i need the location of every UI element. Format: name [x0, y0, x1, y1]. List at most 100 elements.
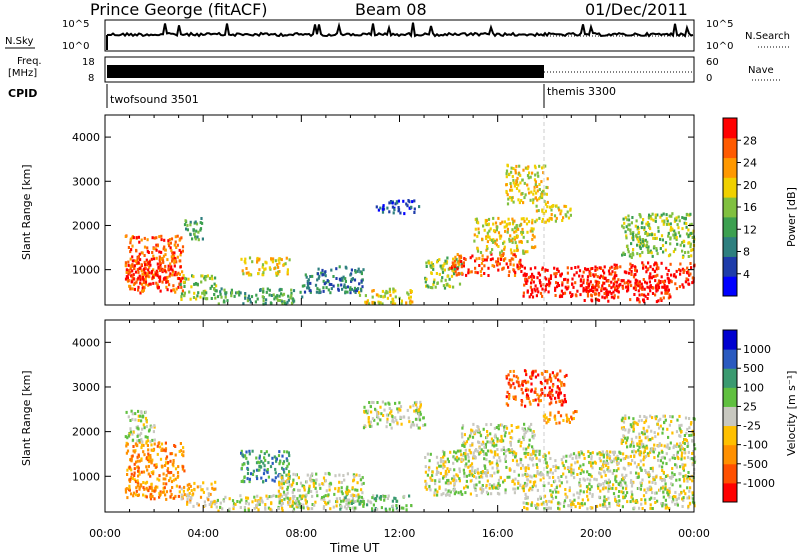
range-cell [589, 452, 592, 455]
range-cell [379, 418, 382, 422]
range-cell [654, 501, 657, 504]
range-cell [689, 262, 692, 265]
range-cell [140, 446, 143, 450]
range-cell [144, 271, 147, 275]
range-cell [281, 466, 284, 470]
range-cell [356, 481, 359, 485]
range-cell [350, 502, 353, 505]
range-cell [591, 466, 594, 470]
range-cell [591, 286, 594, 289]
range-cell [596, 452, 599, 456]
range-cell [245, 271, 248, 275]
range-cell [642, 298, 645, 302]
mode-label-twofsound: twofsound 3501 [110, 93, 199, 106]
range-cell [205, 291, 208, 295]
range-cell [174, 477, 177, 481]
range-cell [130, 409, 133, 413]
range-cell [583, 502, 586, 506]
range-cell [193, 232, 196, 236]
range-cell [668, 487, 671, 490]
range-cell [128, 484, 131, 488]
range-cell [178, 490, 181, 494]
range-cell [159, 263, 162, 267]
range-cell [295, 504, 298, 508]
range-cell [458, 479, 461, 483]
range-cell [262, 290, 265, 294]
range-cell [513, 274, 517, 277]
range-cell [389, 423, 392, 427]
range-cell [438, 478, 441, 482]
range-cell [643, 429, 646, 433]
range-cell [178, 248, 181, 252]
range-cell [496, 448, 499, 451]
range-cell [311, 494, 314, 498]
range-cell [149, 263, 152, 267]
range-cell [651, 267, 654, 271]
range-cell [479, 270, 482, 274]
range-cell [278, 288, 281, 292]
range-cell [272, 293, 275, 297]
range-cell [548, 284, 551, 288]
range-cell [540, 471, 543, 475]
range-cell [156, 444, 159, 448]
range-cell [627, 250, 630, 254]
range-cell [638, 283, 641, 287]
range-cell [582, 453, 585, 457]
range-cell [405, 508, 408, 512]
range-cell [540, 194, 544, 198]
range-cell [158, 478, 161, 482]
range-cell [626, 491, 629, 495]
range-cell [638, 280, 641, 284]
range-cell [582, 463, 585, 467]
range-cell [363, 409, 366, 413]
range-cell [280, 476, 283, 480]
range-cell [678, 414, 681, 418]
range-cell [644, 265, 647, 269]
range-cell [630, 284, 633, 288]
range-cell [633, 420, 636, 424]
range-cell [619, 458, 622, 462]
range-cell [629, 471, 632, 475]
range-cell [649, 249, 652, 253]
scatter-region [240, 256, 291, 277]
range-cell [517, 183, 520, 187]
range-cell [649, 289, 652, 293]
range-cell [566, 278, 570, 282]
range-cell [274, 471, 277, 475]
range-cell [459, 449, 462, 453]
range-cell [506, 390, 509, 394]
range-cell [629, 462, 632, 466]
range-cell [675, 216, 678, 220]
range-cell [524, 431, 527, 435]
range-cell [244, 501, 248, 505]
range-cell [655, 267, 658, 271]
range-cell [496, 466, 499, 470]
range-cell [657, 454, 660, 458]
range-cell [660, 291, 663, 295]
range-cell [240, 449, 243, 453]
range-cell [427, 259, 430, 263]
range-cell [641, 221, 644, 225]
range-cell [582, 281, 585, 285]
range-cell [453, 262, 456, 266]
range-cell [183, 493, 186, 497]
range-cell [453, 482, 456, 486]
range-cell [565, 413, 568, 417]
range-cell [508, 431, 511, 435]
range-cell [671, 212, 674, 216]
range-cell [288, 474, 291, 478]
range-cell [280, 288, 283, 292]
range-cell [562, 216, 565, 220]
range-cell [197, 230, 200, 234]
range-cell [465, 462, 468, 466]
range-cell [531, 458, 534, 462]
range-cell [411, 422, 414, 426]
range-cell [636, 442, 639, 446]
range-cell [605, 279, 608, 283]
range-cell [246, 477, 249, 481]
range-cell [137, 493, 140, 497]
range-cell [534, 196, 537, 200]
range-cell [679, 448, 682, 452]
range-cell [126, 442, 129, 446]
range-cell [490, 437, 493, 441]
